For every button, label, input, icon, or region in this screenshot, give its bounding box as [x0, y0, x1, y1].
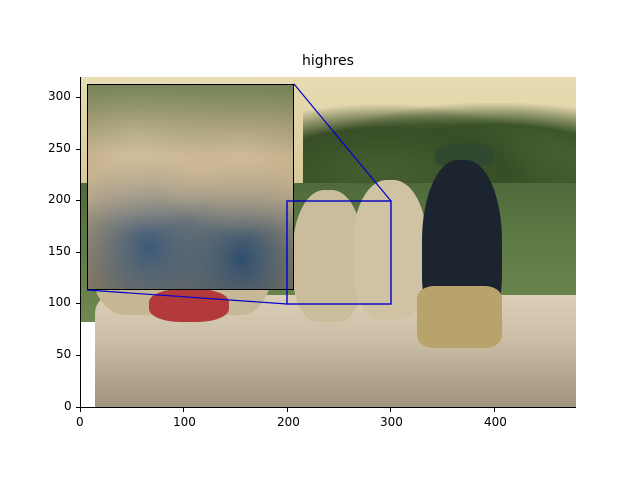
y-tick-label-200: 200: [48, 192, 71, 206]
x-tick-300: [390, 408, 391, 412]
y-tick-0: [76, 407, 80, 408]
x-tick-200: [287, 408, 288, 412]
x-tick-400: [494, 408, 495, 412]
x-tick-label-200: 200: [277, 415, 300, 429]
x-tick-100: [183, 408, 184, 412]
zoom-inset: [87, 84, 294, 290]
y-tick-50: [76, 355, 80, 356]
child-middle-2: [352, 179, 428, 319]
y-tick-label-0: 0: [64, 399, 72, 413]
y-axis-line: [80, 77, 81, 408]
y-tick-300: [76, 97, 80, 98]
y-tick-250: [76, 149, 80, 150]
x-axis-line: [80, 407, 576, 408]
x-tick-label-0: 0: [76, 415, 84, 429]
x-tick-0: [80, 408, 81, 412]
y-tick-label-50: 50: [56, 347, 72, 361]
y-tick-200: [76, 200, 80, 201]
y-tick-label-300: 300: [48, 89, 71, 103]
y-tick-label-150: 150: [48, 244, 71, 258]
red-clothing: [149, 288, 229, 322]
plot-title: highres: [302, 53, 354, 69]
y-tick-label-100: 100: [48, 295, 71, 309]
child-hat: [434, 143, 495, 167]
x-tick-label-300: 300: [380, 415, 403, 429]
x-tick-label-100: 100: [173, 415, 196, 429]
inset-background: [88, 85, 293, 157]
y-tick-100: [76, 303, 80, 304]
y-tick-150: [76, 252, 80, 253]
x-tick-label-400: 400: [484, 415, 507, 429]
child-pants: [417, 285, 502, 349]
y-tick-label-250: 250: [48, 141, 71, 155]
